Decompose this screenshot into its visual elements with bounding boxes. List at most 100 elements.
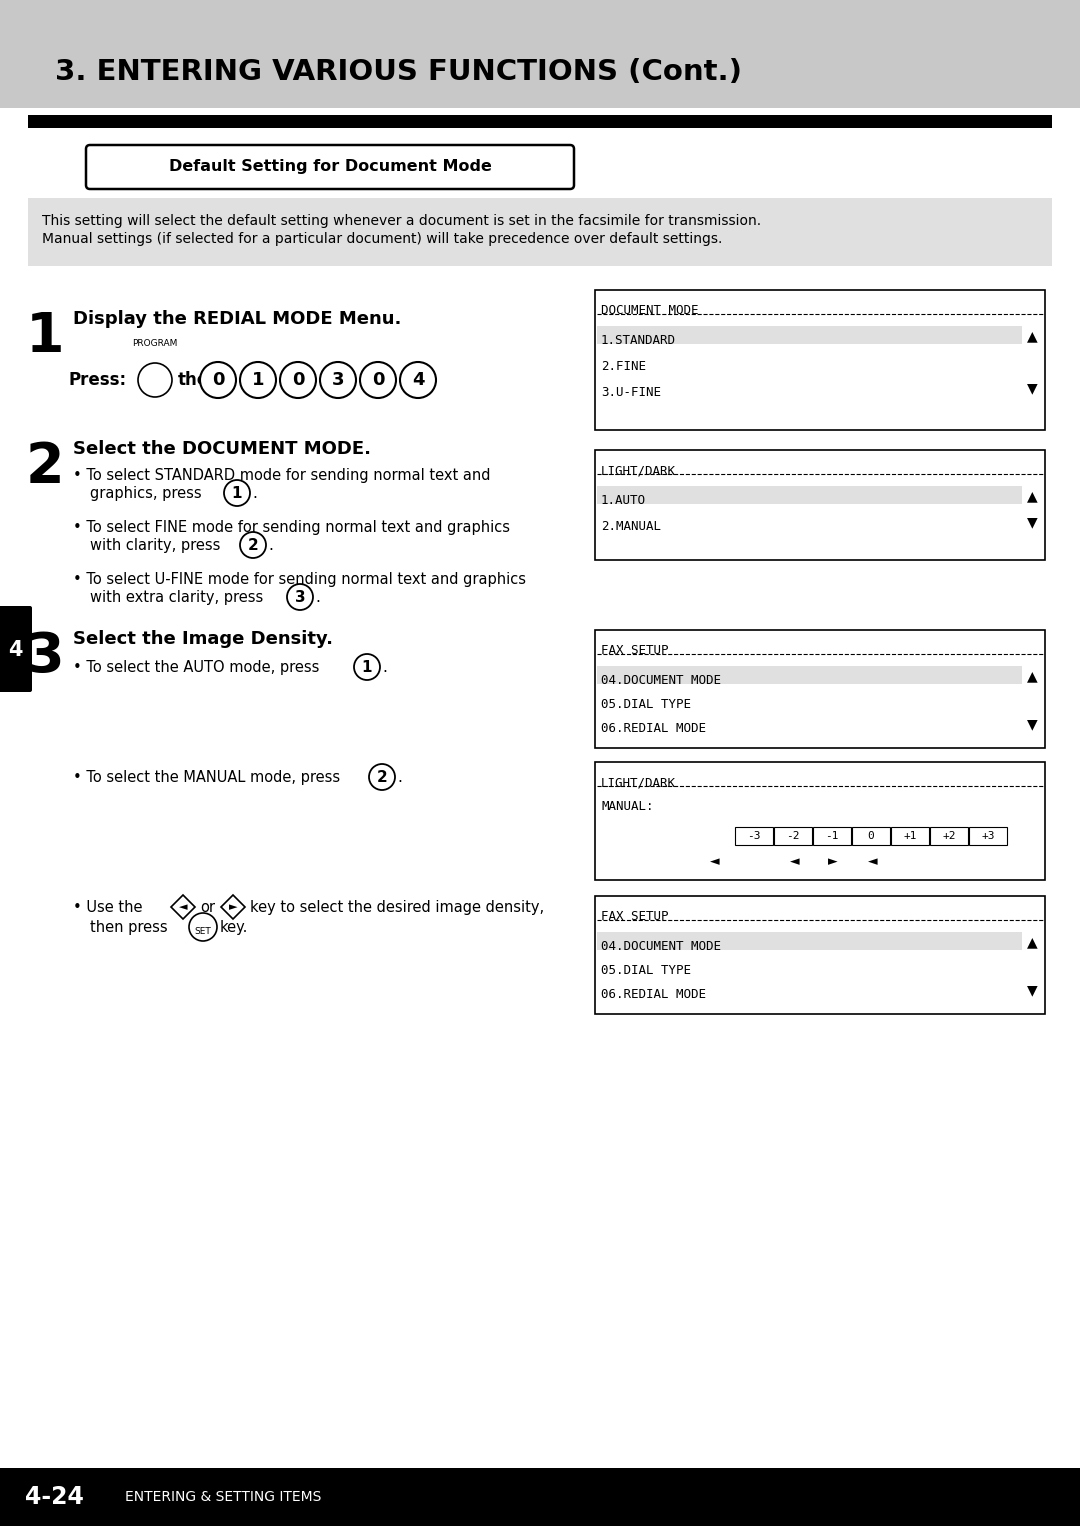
Text: key.: key. (220, 920, 248, 935)
Text: 4-24: 4-24 (25, 1485, 83, 1509)
Text: FAX SETUP: FAX SETUP (600, 644, 669, 658)
Text: ▼: ▼ (1027, 382, 1037, 395)
Text: +3: +3 (982, 832, 995, 841)
Bar (28, 114, 1052, 128)
Text: 0: 0 (212, 371, 225, 389)
Text: This setting will select the default setting whenever a document is set in the f: This setting will select the default set… (42, 214, 761, 227)
Bar (0, 1468, 1080, 1526)
Circle shape (138, 363, 172, 397)
Text: 04.DOCUMENT MODE: 04.DOCUMENT MODE (600, 940, 721, 952)
Circle shape (240, 533, 266, 559)
Text: ▼: ▼ (1027, 717, 1037, 731)
Text: FAX SETUP: FAX SETUP (600, 909, 669, 923)
Text: or: or (200, 900, 215, 916)
Text: 06.REDIAL MODE: 06.REDIAL MODE (600, 987, 706, 1001)
Circle shape (189, 913, 217, 942)
Text: Display the REDIAL MODE Menu.: Display the REDIAL MODE Menu. (73, 310, 402, 328)
Text: ▲: ▲ (1027, 935, 1037, 949)
Text: 3: 3 (26, 630, 65, 684)
Text: then: then (178, 371, 221, 389)
Circle shape (224, 481, 249, 507)
Bar (595, 450, 1045, 560)
Text: SET: SET (194, 926, 212, 935)
Text: Select the Image Density.: Select the Image Density. (73, 630, 333, 649)
Bar (595, 761, 1045, 881)
Text: • To select the AUTO mode, press: • To select the AUTO mode, press (73, 661, 320, 674)
Text: .: . (268, 537, 273, 552)
Circle shape (354, 655, 380, 681)
Text: Default Setting for Document Mode: Default Setting for Document Mode (168, 160, 491, 174)
Bar (813, 827, 851, 845)
Text: ▼: ▼ (1027, 983, 1037, 996)
Text: 0: 0 (292, 371, 305, 389)
Text: with clarity, press: with clarity, press (90, 539, 220, 552)
Bar (0, 0, 1080, 108)
Bar (595, 290, 1045, 430)
Circle shape (360, 362, 396, 398)
Text: 1: 1 (362, 659, 373, 674)
FancyBboxPatch shape (0, 606, 32, 691)
Text: 1: 1 (232, 485, 242, 501)
Text: ◄: ◄ (711, 856, 719, 868)
Text: ►: ► (229, 902, 238, 913)
Bar (891, 827, 929, 845)
Text: 04.DOCUMENT MODE: 04.DOCUMENT MODE (600, 673, 721, 687)
Text: ►: ► (828, 856, 838, 868)
Text: Manual settings (if selected for a particular document) will take precedence ove: Manual settings (if selected for a parti… (42, 232, 723, 246)
Text: DOCUMENT MODE: DOCUMENT MODE (600, 304, 699, 317)
Polygon shape (171, 896, 195, 919)
Circle shape (280, 362, 316, 398)
Circle shape (200, 362, 237, 398)
Text: .: . (382, 659, 387, 674)
Polygon shape (221, 896, 245, 919)
Text: • Use the: • Use the (73, 900, 143, 916)
FancyBboxPatch shape (0, 1470, 110, 1526)
Circle shape (240, 362, 276, 398)
Text: 0: 0 (867, 832, 875, 841)
Text: then press: then press (90, 920, 167, 935)
Text: 05.DIAL TYPE: 05.DIAL TYPE (600, 963, 691, 977)
Text: -1: -1 (825, 832, 839, 841)
Text: graphics, press: graphics, press (90, 485, 202, 501)
Bar (930, 827, 968, 845)
Text: ▲: ▲ (1027, 488, 1037, 504)
Text: ◄: ◄ (791, 856, 800, 868)
Text: 3. ENTERING VARIOUS FUNCTIONS (Cont.): 3. ENTERING VARIOUS FUNCTIONS (Cont.) (55, 58, 742, 85)
Bar (597, 932, 1022, 951)
Bar (852, 827, 890, 845)
Text: ▼: ▼ (1027, 514, 1037, 530)
Text: with extra clarity, press: with extra clarity, press (90, 591, 264, 604)
Text: • To select FINE mode for sending normal text and graphics: • To select FINE mode for sending normal… (73, 520, 510, 536)
Text: key to select the desired image density,: key to select the desired image density, (249, 900, 544, 916)
Text: 2: 2 (26, 439, 65, 494)
Circle shape (320, 362, 356, 398)
Bar (595, 896, 1045, 1013)
Bar (597, 665, 1022, 684)
Text: 3: 3 (295, 589, 306, 604)
Circle shape (400, 362, 436, 398)
Text: 1: 1 (26, 310, 65, 365)
Text: .: . (397, 769, 402, 784)
Text: ENTERING & SETTING ITEMS: ENTERING & SETTING ITEMS (125, 1489, 322, 1505)
Text: 2: 2 (377, 769, 388, 784)
Text: 05.DIAL TYPE: 05.DIAL TYPE (600, 697, 691, 711)
Text: 4: 4 (8, 639, 23, 661)
Text: PROGRAM: PROGRAM (133, 339, 178, 348)
Text: 06.REDIAL MODE: 06.REDIAL MODE (600, 722, 706, 734)
Text: • To select U-FINE mode for sending normal text and graphics: • To select U-FINE mode for sending norm… (73, 572, 526, 588)
Text: ◄: ◄ (868, 856, 878, 868)
Text: +2: +2 (942, 832, 956, 841)
Text: 2.FINE: 2.FINE (600, 360, 646, 372)
Circle shape (369, 765, 395, 790)
Text: LIGHT/DARK: LIGHT/DARK (600, 464, 676, 478)
Text: 3: 3 (332, 371, 345, 389)
Text: ◄: ◄ (179, 902, 187, 913)
Text: 1: 1 (252, 371, 265, 389)
Text: 2: 2 (247, 537, 258, 552)
Text: 1.STANDARD: 1.STANDARD (600, 334, 676, 346)
Bar (735, 827, 773, 845)
Text: 0: 0 (372, 371, 384, 389)
Text: 4: 4 (411, 371, 424, 389)
Text: ▲: ▲ (1027, 668, 1037, 684)
Text: LIGHT/DARK: LIGHT/DARK (600, 777, 676, 789)
